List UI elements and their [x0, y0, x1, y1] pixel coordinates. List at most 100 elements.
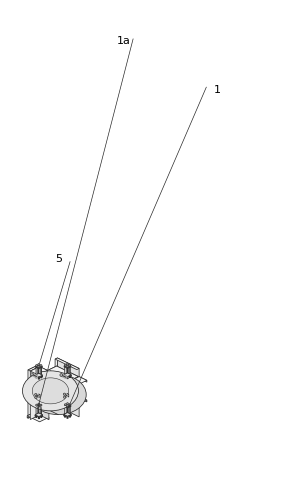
Polygon shape — [68, 413, 71, 416]
Polygon shape — [38, 417, 39, 419]
Polygon shape — [39, 374, 43, 377]
Polygon shape — [41, 377, 42, 378]
Polygon shape — [39, 394, 40, 397]
Polygon shape — [36, 405, 37, 406]
Ellipse shape — [30, 375, 86, 415]
Polygon shape — [64, 413, 68, 416]
Polygon shape — [79, 396, 87, 402]
Polygon shape — [67, 404, 68, 405]
Polygon shape — [66, 394, 68, 397]
Polygon shape — [65, 365, 66, 366]
Circle shape — [38, 403, 40, 405]
Polygon shape — [38, 364, 39, 365]
Polygon shape — [64, 404, 68, 407]
Polygon shape — [39, 366, 42, 376]
Polygon shape — [68, 396, 87, 406]
Polygon shape — [36, 377, 37, 378]
Polygon shape — [65, 405, 68, 415]
Polygon shape — [37, 394, 40, 395]
Circle shape — [69, 404, 71, 406]
Polygon shape — [28, 365, 40, 371]
Text: 5: 5 — [55, 254, 63, 264]
Circle shape — [66, 365, 69, 367]
Circle shape — [66, 363, 69, 365]
Polygon shape — [65, 405, 66, 406]
Circle shape — [35, 396, 37, 399]
Polygon shape — [67, 417, 68, 418]
Polygon shape — [36, 416, 37, 418]
Polygon shape — [68, 396, 79, 404]
Circle shape — [66, 405, 69, 407]
Polygon shape — [38, 415, 39, 416]
Polygon shape — [69, 376, 70, 378]
Polygon shape — [65, 376, 66, 378]
Polygon shape — [55, 358, 57, 408]
Polygon shape — [35, 414, 43, 417]
Polygon shape — [30, 366, 40, 420]
Polygon shape — [57, 358, 79, 417]
Polygon shape — [70, 376, 71, 378]
Polygon shape — [65, 366, 70, 368]
Circle shape — [64, 404, 66, 406]
Polygon shape — [27, 411, 37, 418]
Polygon shape — [35, 413, 39, 416]
Ellipse shape — [32, 378, 69, 404]
Polygon shape — [38, 417, 40, 418]
Polygon shape — [67, 378, 68, 379]
Polygon shape — [68, 394, 69, 397]
Polygon shape — [64, 374, 68, 377]
Polygon shape — [67, 375, 68, 377]
Polygon shape — [64, 364, 71, 368]
Circle shape — [38, 405, 40, 407]
Polygon shape — [30, 387, 57, 402]
Polygon shape — [35, 373, 39, 376]
Polygon shape — [35, 365, 39, 367]
Polygon shape — [68, 364, 71, 367]
Polygon shape — [38, 415, 40, 416]
Polygon shape — [69, 376, 71, 377]
Text: 1: 1 — [214, 85, 221, 94]
Circle shape — [36, 364, 38, 366]
Polygon shape — [35, 365, 42, 368]
Polygon shape — [28, 365, 37, 418]
Polygon shape — [65, 416, 66, 417]
Polygon shape — [68, 366, 70, 376]
Polygon shape — [35, 414, 39, 417]
Polygon shape — [38, 378, 39, 379]
Polygon shape — [39, 414, 43, 417]
Polygon shape — [35, 404, 39, 407]
Polygon shape — [55, 358, 79, 370]
Polygon shape — [35, 374, 43, 378]
Polygon shape — [39, 365, 42, 367]
Polygon shape — [35, 373, 43, 377]
Polygon shape — [67, 375, 68, 376]
Polygon shape — [64, 376, 65, 378]
Polygon shape — [39, 378, 40, 379]
Circle shape — [35, 393, 37, 395]
Circle shape — [40, 364, 42, 366]
Circle shape — [66, 403, 69, 405]
Polygon shape — [69, 365, 70, 366]
Polygon shape — [64, 413, 71, 417]
Polygon shape — [39, 415, 40, 416]
Circle shape — [64, 364, 66, 366]
Circle shape — [31, 373, 33, 376]
Polygon shape — [57, 366, 78, 380]
Polygon shape — [68, 374, 71, 377]
Polygon shape — [65, 366, 68, 376]
Polygon shape — [37, 394, 39, 397]
Polygon shape — [67, 366, 68, 367]
Polygon shape — [64, 416, 65, 417]
Polygon shape — [69, 416, 70, 417]
Polygon shape — [36, 406, 39, 415]
Polygon shape — [30, 366, 57, 382]
Polygon shape — [67, 417, 68, 419]
Polygon shape — [68, 404, 71, 407]
Circle shape — [36, 404, 38, 406]
Polygon shape — [35, 413, 43, 417]
Polygon shape — [39, 406, 42, 415]
Polygon shape — [27, 411, 49, 422]
Circle shape — [40, 404, 42, 406]
Ellipse shape — [22, 371, 79, 411]
Polygon shape — [68, 377, 79, 384]
